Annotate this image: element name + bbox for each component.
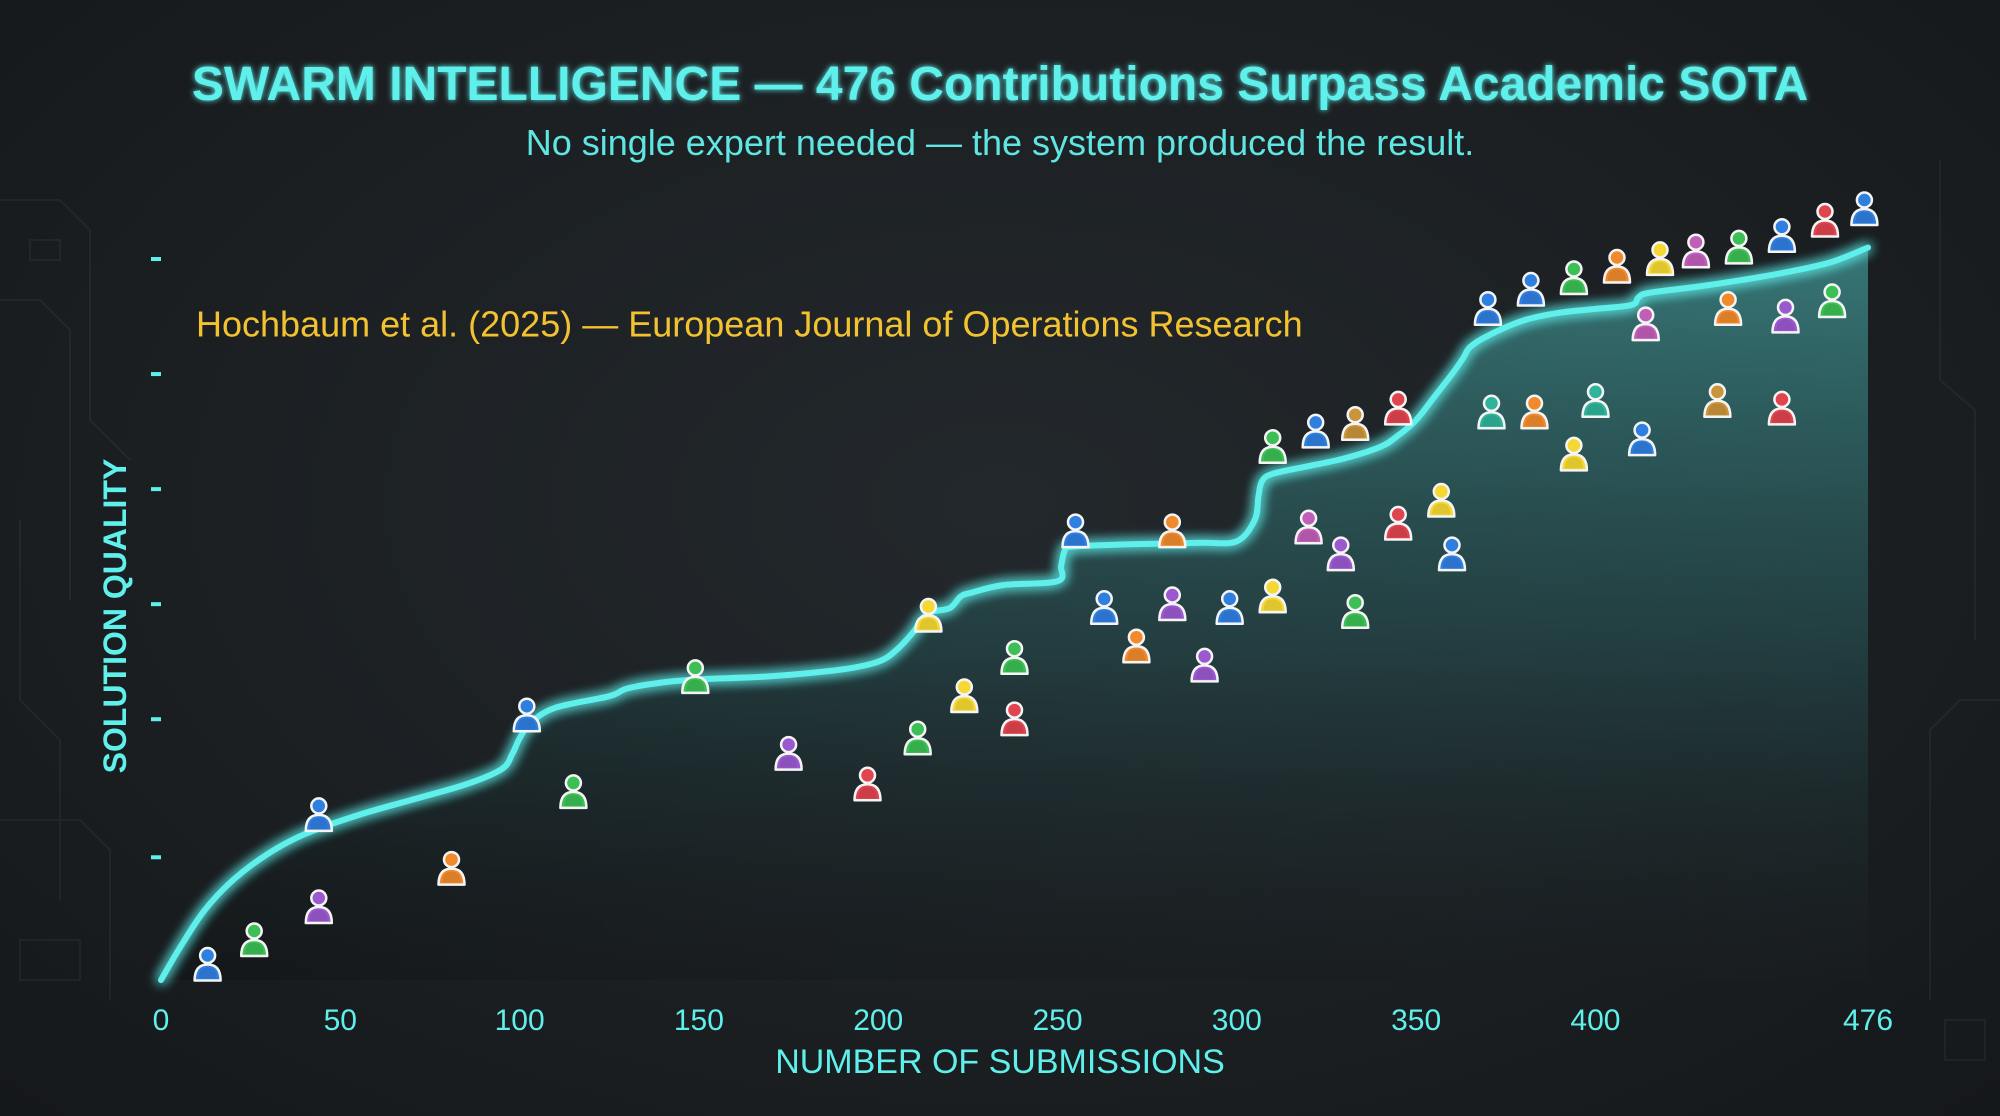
contributor-person-icon <box>1340 593 1370 629</box>
contributor-person-icon <box>774 735 803 771</box>
contributor-person-icon <box>1383 390 1413 426</box>
contributor-person-icon <box>1602 248 1632 284</box>
contributor-person-icon <box>1061 513 1090 549</box>
contributor-person-icon <box>1645 241 1675 277</box>
x-axis-tick-labels: 0 50 100 150 200 250 300 350 400 476 <box>153 1004 1893 1037</box>
y-axis-ticks <box>151 257 161 860</box>
contributor-person-icon <box>1520 394 1549 430</box>
contributor-person-icon <box>1089 590 1119 626</box>
contributor-person-icon <box>1258 578 1287 614</box>
contributor-person-icon <box>512 697 542 733</box>
contributor-person-icon <box>1383 505 1413 541</box>
x-tick-label-0: 0 <box>153 1004 170 1037</box>
contributor-person-icon <box>1000 701 1029 737</box>
contributor-person-icon <box>1000 639 1029 675</box>
contributor-person-icon <box>1724 229 1754 265</box>
x-tick-label-8: 400 <box>1570 1004 1620 1037</box>
contributor-person-icon <box>950 678 979 714</box>
contributor-person-icon <box>304 889 334 925</box>
contributor-person-icon <box>1473 290 1503 326</box>
contributor-person-icon <box>1767 390 1797 426</box>
contributor-person-icon <box>1771 298 1800 334</box>
x-tick-label-1: 50 <box>324 1004 357 1037</box>
x-tick-label-7: 350 <box>1391 1004 1441 1037</box>
x-tick-label-5: 250 <box>1033 1004 1083 1037</box>
quality-area-shade <box>161 247 1868 980</box>
contributor-person-icon <box>1767 218 1797 254</box>
contributor-person-icon <box>1158 586 1187 622</box>
contributor-person-icon <box>1850 191 1879 227</box>
contributor-person-icon <box>1215 590 1244 626</box>
contributor-person-icon <box>304 797 334 833</box>
contributor-person-icon <box>1427 482 1456 518</box>
contributor-person-icon <box>914 597 943 633</box>
contributor-person-icon <box>1294 509 1323 545</box>
contributor-person-icon <box>1122 628 1151 664</box>
circuit-background-decoration <box>0 160 2000 1061</box>
contributor-person-icon <box>1190 647 1219 683</box>
contributor-person-icon <box>1817 283 1847 319</box>
contributor-person-icon <box>1477 394 1506 430</box>
contributor-person-icon <box>1258 429 1287 465</box>
reference-line-label: Hochbaum et al. (2025) — European Journa… <box>196 304 1303 345</box>
plot-area: Hochbaum et al. (2025) — European Journa… <box>151 158 1926 1037</box>
contributor-person-icon <box>681 659 710 695</box>
quality-curve <box>158 244 1871 983</box>
contributor-person-icon <box>1627 421 1657 457</box>
contributor-person-icon <box>1326 536 1356 572</box>
contributor-person-icon <box>853 766 882 802</box>
contributor-person-icon <box>1810 202 1840 238</box>
contributor-person-icon <box>193 946 222 982</box>
x-tick-label-6: 300 <box>1212 1004 1262 1037</box>
chart-title: SWARM INTELLIGENCE — 476 Contributions S… <box>192 58 1808 111</box>
contributor-person-icon <box>903 720 932 756</box>
contributor-person-icon <box>1158 513 1187 549</box>
contributor-person-icon <box>1581 383 1610 419</box>
contributor-person-icon <box>1713 290 1743 326</box>
contributor-person-icon <box>1703 383 1732 419</box>
contributor-person-icon <box>1340 406 1370 442</box>
x-tick-label-3: 150 <box>674 1004 724 1037</box>
contributor-person-icon <box>1681 233 1711 269</box>
x-axis-label: NUMBER OF SUBMISSIONS <box>775 1043 1225 1081</box>
contributor-person-icon <box>437 850 466 886</box>
x-tick-label-4: 200 <box>853 1004 903 1037</box>
contributor-markers <box>193 191 1879 982</box>
contributor-person-icon <box>1559 436 1589 472</box>
x-tick-label-2: 100 <box>495 1004 545 1037</box>
chart-subtitle: No single expert needed — the system pro… <box>526 122 1475 163</box>
contributor-person-icon <box>239 922 269 958</box>
contributor-person-icon <box>1631 306 1660 342</box>
contributor-person-icon <box>1301 413 1330 449</box>
x-tick-label-9: 476 <box>1843 1004 1893 1037</box>
contributor-person-icon <box>1437 536 1467 572</box>
contributor-person-icon <box>1516 271 1546 307</box>
contributor-person-icon <box>1559 260 1589 296</box>
y-axis-label: SOLUTION QUALITY <box>97 459 133 774</box>
contributor-person-icon <box>559 774 588 810</box>
